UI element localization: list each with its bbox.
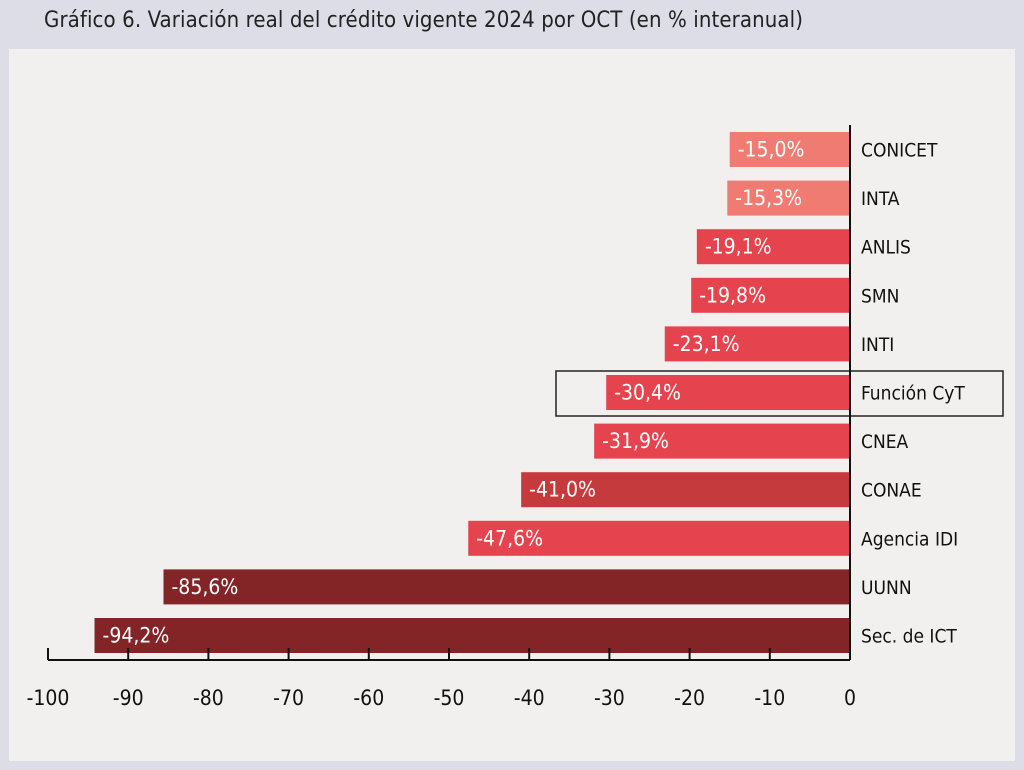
category-label: INTI (861, 334, 894, 356)
bar (94, 618, 851, 653)
category-label: Sec. de ICT (861, 626, 957, 648)
bar (691, 277, 850, 313)
category-label: CNEA (861, 431, 909, 453)
x-tick-label: -60 (353, 686, 384, 710)
bar (696, 229, 850, 265)
bar (594, 423, 850, 459)
bar-value-label: -85,6% (171, 575, 238, 599)
bar (729, 132, 850, 167)
x-tick-label: -30 (594, 686, 625, 710)
category-label: CONAE (861, 480, 922, 502)
bar-value-label: -19,8% (699, 283, 766, 307)
chart-title: Gráfico 6. Variación real del crédito vi… (44, 8, 804, 33)
x-tick-label: -90 (113, 686, 144, 710)
category-label: Función CyT (861, 383, 965, 405)
category-label: SMN (861, 285, 899, 307)
x-tick-label: -80 (193, 686, 224, 710)
bar (468, 520, 850, 556)
x-tick-label: -100 (27, 686, 70, 710)
x-tick-label: -20 (674, 686, 705, 710)
bar (163, 569, 850, 605)
x-tick-label: -70 (273, 686, 304, 710)
bar-value-label: -41,0% (529, 478, 596, 502)
x-tick-label: -10 (754, 686, 785, 710)
bar-value-label: -15,3% (735, 186, 802, 210)
bar-value-label: -30,4% (614, 381, 681, 405)
bar-value-label: -47,6% (476, 526, 543, 550)
bar-value-label: -31,9% (602, 429, 669, 453)
category-label: UUNN (861, 577, 912, 599)
category-label: Agencia IDI (861, 528, 958, 550)
highlight-box (555, 370, 1004, 417)
category-label: CONICET (861, 140, 938, 162)
bar-value-label: -19,1% (705, 235, 772, 259)
bar-value-label: -23,1% (673, 332, 740, 356)
bar (664, 326, 850, 362)
x-tick-label: -40 (514, 686, 545, 710)
category-label: INTA (861, 188, 900, 210)
bar (521, 472, 850, 508)
bar (727, 180, 850, 216)
bar-value-label: -15,0% (738, 138, 805, 162)
x-tick-label: 0 (844, 686, 856, 710)
category-label: ANLIS (861, 237, 911, 259)
bar (606, 375, 850, 410)
x-tick-label: -50 (434, 686, 465, 710)
bar-value-label: -94,2% (103, 624, 170, 648)
